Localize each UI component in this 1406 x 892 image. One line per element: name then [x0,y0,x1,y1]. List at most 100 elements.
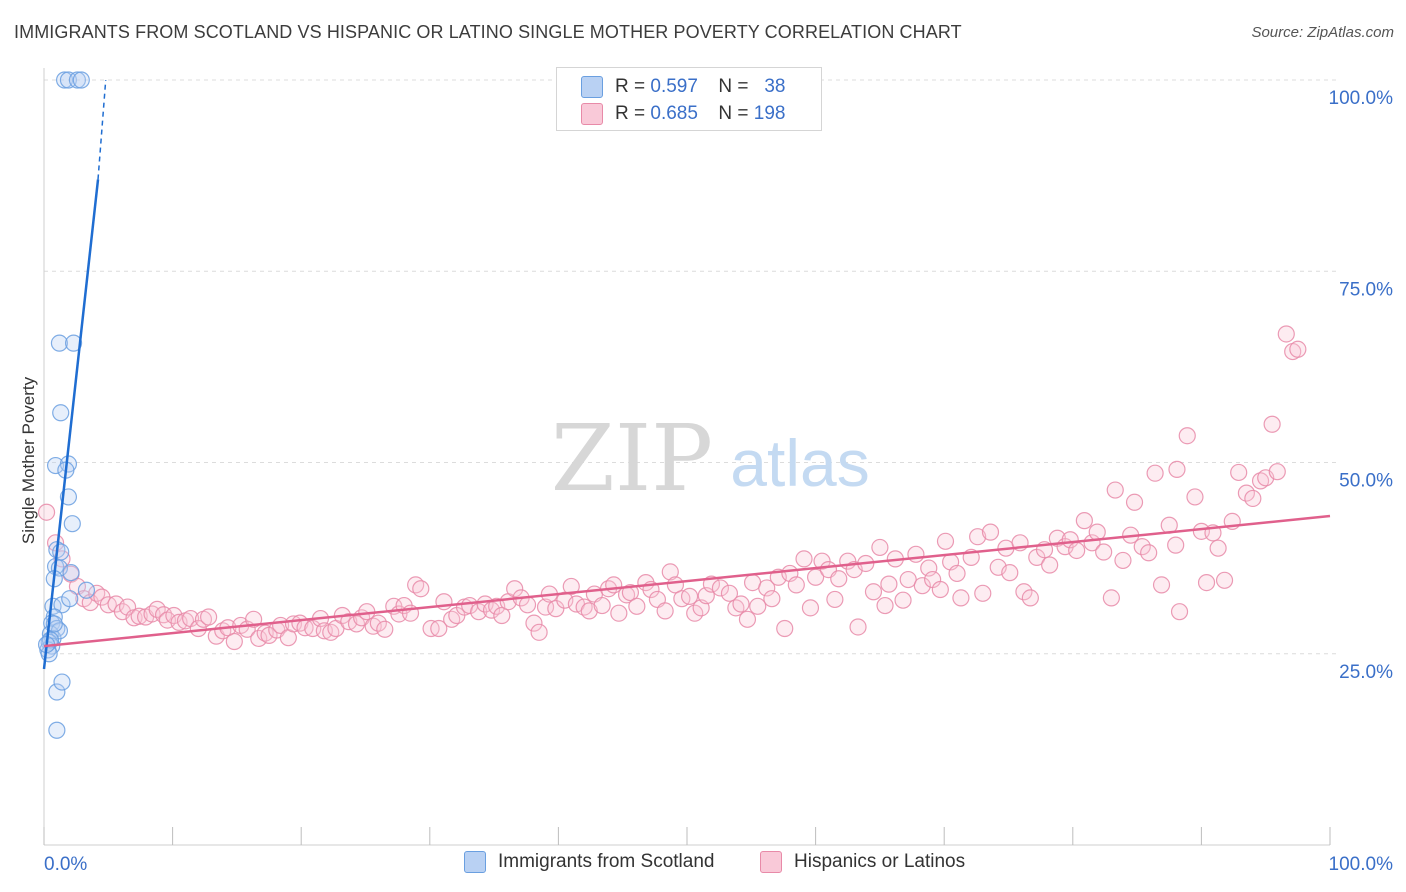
hispanic-point [1068,541,1086,560]
chart-title: IMMIGRANTS FROM SCOTLAND VS HISPANIC OR … [14,22,962,42]
y-tick-label: 50.0% [1339,471,1393,492]
hispanic-point [1230,463,1248,482]
hispanic-point [1075,512,1093,530]
hispanic-point [894,591,912,609]
hispanic-point [763,590,781,608]
r-value: 0.685 [650,103,698,124]
scotland-point [48,721,66,739]
hispanic-point [826,590,844,609]
scotland-point [48,683,66,701]
n-value: 198 [753,103,786,124]
watermark-zip: ZIP [551,405,713,512]
hispanic-point [1251,472,1270,490]
y-axis-title: Single Mother Poverty [19,376,38,544]
hispanic-point [1289,340,1307,358]
hispanic-point [1106,481,1124,499]
hispanic-point [562,577,580,596]
hispanic-point [749,597,767,615]
hispanic-point [376,620,394,638]
scotland-point [52,404,70,422]
hispanic-point [1244,489,1262,508]
hispanic-point [1186,488,1204,506]
hispanic-point [1209,539,1227,557]
x-tick-label: 0.0% [44,854,87,875]
hispanic-point [936,532,955,550]
hispanic-point [948,564,966,583]
hispanic-point [580,602,598,620]
hispanic-point [1095,543,1113,561]
zipatlas-watermark: ZIP atlas [551,405,870,512]
scotland-point [77,581,96,599]
hispanic-point [1140,544,1158,562]
r-label: R = [615,103,646,124]
hispanic-point [738,610,757,628]
hispanic-point [593,596,611,615]
hispanic-point [711,579,730,597]
hispanic-point [225,632,243,651]
hispanic-point [1168,460,1186,478]
hispanic-point [1268,463,1286,481]
scotland-point [68,71,87,89]
hispanic-point [1152,576,1171,594]
r-label: R = [615,76,646,97]
hispanic-point [1197,574,1216,592]
source-note: Source: ZipAtlas.com [1251,24,1394,41]
y-tick-label: 75.0% [1339,279,1393,300]
scotland-point [72,71,90,89]
hispanic-point [525,614,543,632]
axes [43,68,1331,846]
scotland-point [59,71,78,89]
hispanic-point [776,619,794,638]
hispanic-point [369,614,387,632]
hispanic-point [1015,583,1033,601]
scotland-point [61,590,79,608]
hispanic-point [200,608,218,626]
scotland-point [46,456,65,475]
hispanic-point [118,598,137,616]
hispanic-swatch [581,103,603,125]
hispanic-point [981,523,1000,541]
hispanic-point [830,570,848,588]
hispanic-point [656,602,674,620]
stats-legend: R = 0.597 N = 38 R = 0.685 N = 198 [556,67,822,131]
hispanic-point [518,596,537,614]
hispanic-point [1167,536,1185,554]
hispanic-point [876,596,894,615]
scotland-point [62,564,80,582]
hispanic-point [506,580,524,598]
hispanic-point [1146,464,1164,482]
scotland-point [53,673,71,691]
hispanic-point [907,545,925,563]
hispanic-point [610,604,628,622]
hispanic-point [864,583,883,601]
grid-lines [44,79,1340,655]
hispanic-point [974,584,992,602]
x-tick-label: 100.0% [1329,854,1394,875]
hispanic-point [430,619,448,638]
hispanic-point [493,606,511,625]
scotland-point [63,515,81,533]
hispanic-trend-line [43,514,1331,648]
hispanic-point [720,584,739,602]
hispanic-point [795,550,813,568]
hispanic-point [621,583,640,602]
hispanic-point [1178,427,1196,445]
hispanic-point [899,570,917,589]
n-label: N = [718,76,749,97]
scotland-point [50,334,69,352]
hispanic-point [1215,571,1234,589]
hispanic-point [849,618,867,636]
scotland-point [55,71,74,89]
hispanic-point [913,577,931,595]
r-value: 0.597 [650,76,698,97]
legend-item-scotland[interactable]: Immigrants from Scotland [464,851,714,873]
legend-item-hispanic[interactable]: Hispanics or Latinos [760,851,965,873]
hispanic-point [1088,523,1106,541]
hispanic-point [1114,551,1132,570]
hispanic-point [1277,325,1295,343]
stats-row-scotland: R = 0.597 N = 38 [581,73,785,101]
hispanic-point [952,589,970,607]
hispanic-point [628,597,646,615]
hispanic-point [661,563,679,581]
